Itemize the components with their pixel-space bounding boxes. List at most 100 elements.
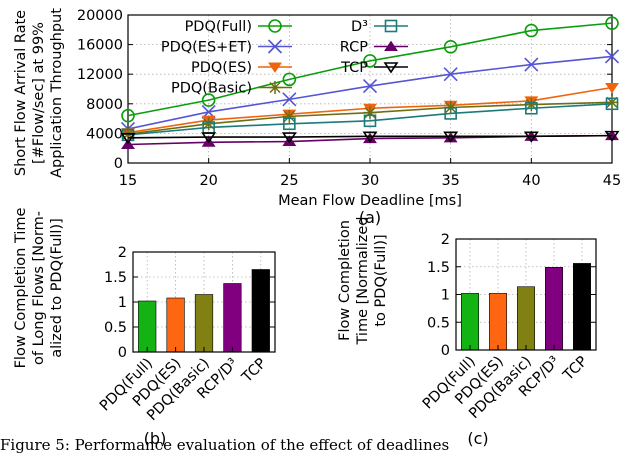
y-tick-label: 2 [118,245,127,261]
y-tick-label: 8000 [86,97,123,113]
data-point-tcp [201,132,217,144]
data-point-pdq-es-et [282,92,297,107]
x-tick-label: 15 [119,173,137,189]
x-tick-label: 25 [280,173,298,189]
legend-label: D³ [351,19,368,35]
x-axis-label: Mean Flow Deadline [ms] [278,193,462,209]
x-tick-label: 45 [603,173,621,189]
bar-pdq-basic [517,286,535,351]
y-tick-label: 0 [118,345,127,361]
plot-frame [455,238,597,351]
data-point-d [605,97,619,111]
plot-frame [132,251,276,353]
legend-marker [268,62,282,73]
data-point-tcp [604,130,620,143]
data-point-pdq-es-et [604,49,620,64]
y-tick-label: 0.5 [104,320,127,336]
y-tick-label: 12000 [77,67,123,83]
data-point-pdq-full [201,93,216,107]
y-axis-label-line: to PDQ(Full)] [373,234,389,326]
y-tick-label: 0.5 [427,315,450,331]
data-point-pdq-full [363,54,377,68]
panel-label: (c) [467,429,488,448]
data-point-d [363,114,377,128]
y-axis-label-line: Flow Completion [337,220,353,341]
bar-pdq-basic [194,294,214,353]
bar-rcp-d [545,267,563,351]
y-tick-label: 1 [118,295,127,311]
x-tick-label: TCP [239,355,270,386]
series-line-tcp [127,134,613,139]
data-point-pdq-basic [202,117,216,131]
data-point-pdq-basic [363,106,377,120]
x-tick-label: 30 [361,173,379,189]
data-point-pdq-basic [524,98,538,112]
y-tick-label: 4000 [86,126,123,142]
data-point-tcp [362,131,378,143]
legend-marker [268,81,282,94]
x-tick-label: 20 [199,173,217,189]
y-tick-label: 1.5 [104,270,127,286]
y-axis-label-line: of Long Flows [Norm- [31,211,47,365]
data-point-pdq-full [121,108,135,123]
y-tick-label: 1 [441,288,450,304]
bar-tcp [573,263,591,351]
legend-label: PDQ(Basic) [171,81,252,97]
legend-marker [267,39,283,54]
y-axis-label-line: Short Flow Arrival Rate [13,10,29,176]
legend-label: PDQ(ES+ET) [161,40,252,56]
bar-chart-panel-c: 00.511.52PDQ(Full)PDQ(ES)PDQ(Basic)RCP/D… [337,217,597,448]
line-chart-panel-a: 0 4000 8000 12000 16000 20000 15 20 25 30 35 40 45 PD… [13,8,621,227]
legend-marker [384,40,398,51]
y-axis-label-line: Time [Normalized [355,217,371,346]
y-axis-label: Flow Completion Time [Normalized to PDQ(Fu… [337,217,389,346]
y-axis-label-line: alized to PDQ(Full)] [49,218,65,358]
legend-label: TCP [340,60,368,76]
bar-pdq-full [461,293,479,351]
data-point-pdq-basic [605,95,619,109]
x-tick-label: TCP [560,353,591,384]
data-point-pdq-full [282,72,297,87]
y-tick-label: 20000 [77,8,123,24]
y-axis-label-line: Application Throughput [49,8,65,178]
bar-tcp [251,269,270,353]
data-point-pdq-full [443,40,458,54]
legend-label: PDQ(Full) [185,19,252,35]
data-point-d [444,107,457,120]
legend-marker [384,19,398,33]
x-tick-label: 35 [441,173,459,189]
bar-pdq-es [166,297,185,353]
figure-caption: Figure 5: Performance evaluation of the … [0,436,450,454]
y-tick-label: 16000 [77,38,123,54]
y-tick-label: 2 [441,232,450,248]
panel-label: (a) [359,208,381,227]
bar-pdq-full [138,300,157,353]
bar-pdq-es [489,293,507,351]
y-tick-label: 0 [441,343,450,359]
y-tick-label: 0 [114,156,123,172]
legend-label: RCP [340,40,368,56]
series-line-d [127,103,613,136]
data-point-tcp [120,133,136,145]
data-point-pdq-basic [282,109,296,123]
y-axis-label: Short Flow Arrival Rate [#Flow/sec] at 99… [13,8,65,178]
y-axis-label-line: Flow Completion Time [13,207,29,368]
y-axis-label: Flow Completion Time of Long Flows [Norm-… [13,207,65,368]
legend-label: PDQ(ES) [191,60,252,76]
data-point-d [283,117,296,131]
y-tick-label: 1.5 [427,260,450,276]
data-point-pdq-es [605,83,619,94]
y-axis-label-line: [#Flow/sec] at 99% [31,22,47,164]
data-point-tcp [281,132,297,144]
series-line-pdq-full [127,22,613,117]
bar-chart-panel-b: 00.511.52PDQ(Full)PDQ(ES)PDQ(Basic)RCP/D… [13,207,276,448]
data-point-pdq-full [524,23,539,38]
data-point-pdq-full [605,16,619,30]
data-point-pdq-es-et [443,67,458,82]
x-tick-label: 40 [522,173,540,189]
data-point-pdq-es-et [362,78,378,94]
legend-marker [268,19,282,33]
data-point-pdq-es-et [524,57,539,72]
bar-rcp-d [223,283,242,353]
